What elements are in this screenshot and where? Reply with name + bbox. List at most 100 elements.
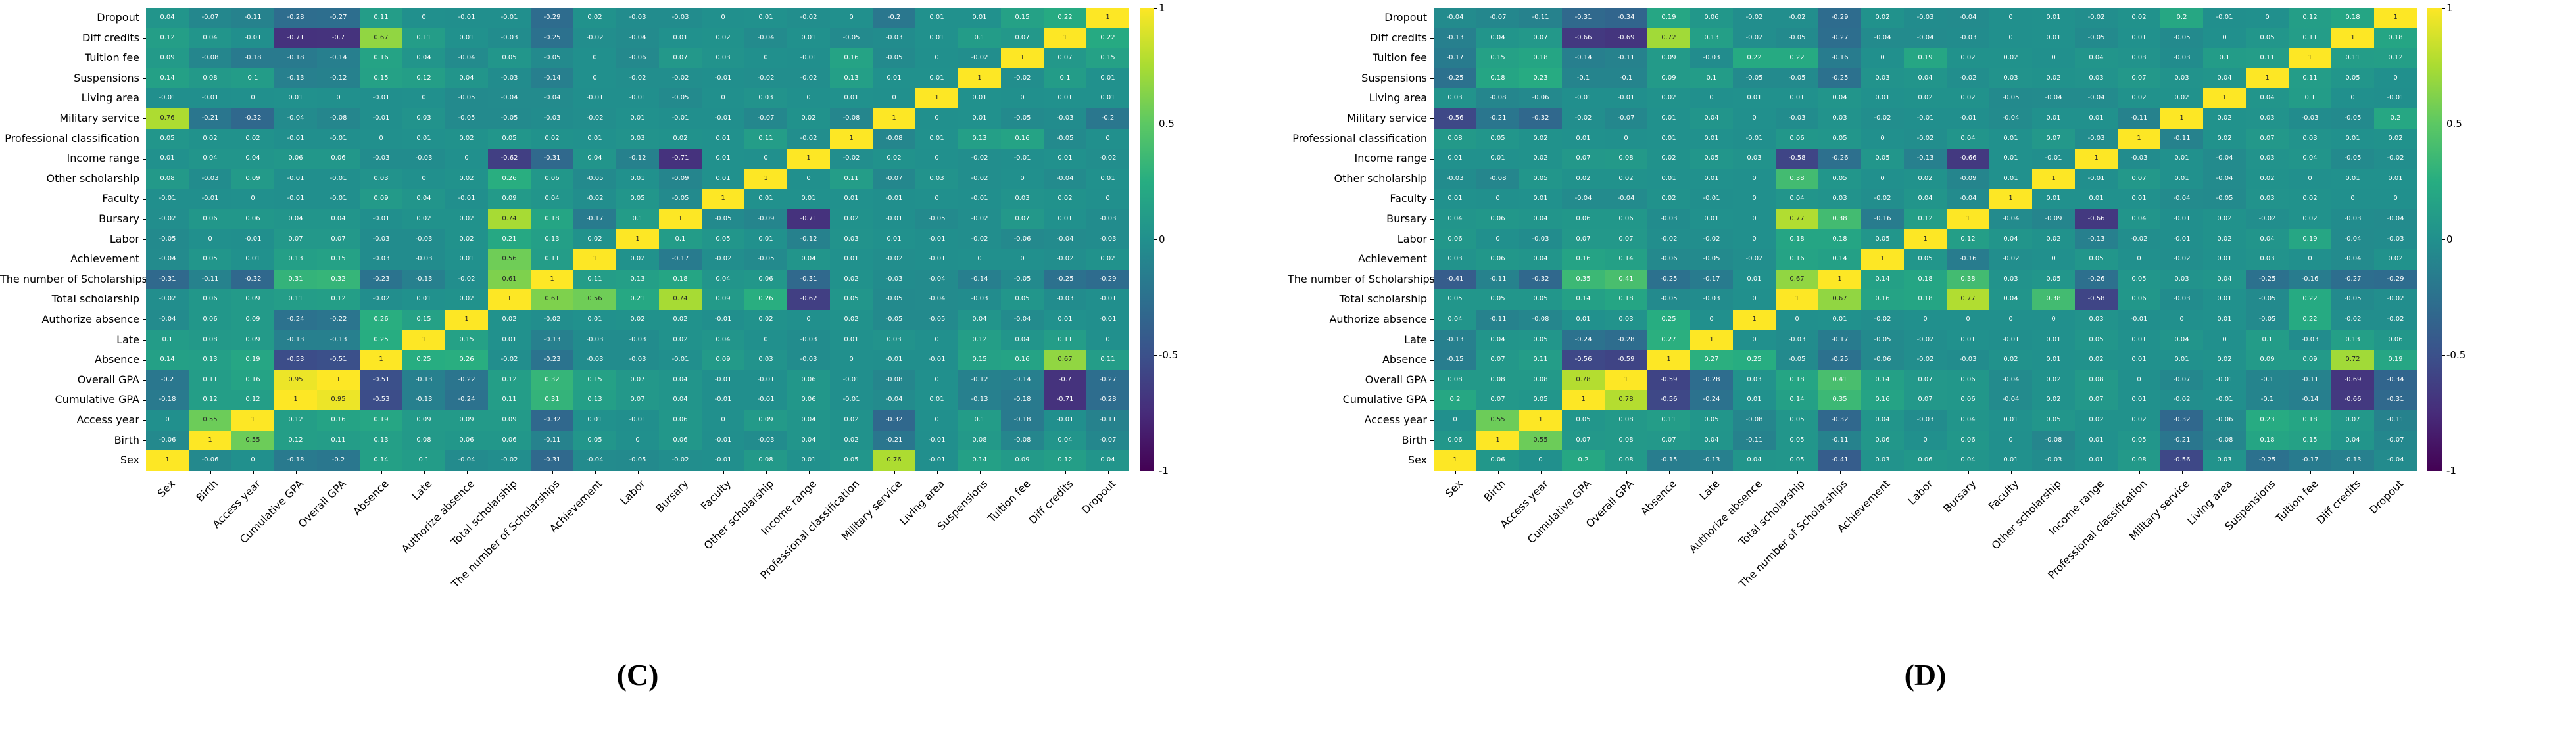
heatmap-cell: 0.19 [231, 350, 274, 370]
heatmap-cell: 0.06 [531, 168, 573, 189]
heatmap-d: Dropout Diff credits Tuition fee Suspension… [1288, 0, 2575, 756]
heatmap-cell: -0.05 [1001, 108, 1044, 129]
heatmap-cell: 0.03 [1434, 249, 1476, 270]
heatmap-cell: -0.02 [531, 310, 573, 330]
heatmap-cell: -0.02 [2075, 8, 2118, 28]
heatmap-cell: -0.21 [189, 108, 231, 129]
heatmap-cell: -0.05 [616, 450, 659, 471]
heatmap-cell: 0.07 [1001, 28, 1044, 49]
x-tick [808, 470, 810, 474]
heatmap-cell: 0.01 [573, 128, 616, 149]
heatmap-cell: 0.06 [659, 410, 702, 431]
heatmap-cell: 0 [1001, 249, 1044, 270]
heatmap-grid: -0.04 -0.07 -0.11 -0.31 -0.34 0.19 0.06 -0.02 -0… [1434, 8, 2417, 471]
heatmap-cell: 0.02 [2203, 128, 2246, 149]
heatmap-cell: -0.01 [915, 229, 958, 250]
heatmap-cell: -0.05 [1001, 269, 1044, 290]
heatmap-cell: 0.1 [958, 410, 1001, 431]
heatmap-cell: 0 [231, 450, 274, 471]
heatmap-cell: 0.78 [1562, 369, 1605, 390]
heatmap-cell: 0.02 [616, 249, 659, 270]
heatmap-cell: 0.08 [189, 68, 231, 89]
heatmap-cell: -0.07 [1605, 108, 1647, 129]
heatmap-cell: -0.03 [1776, 108, 1818, 129]
heatmap-cell: 0.02 [1989, 350, 2032, 370]
heatmap-cell: 0 [1086, 189, 1129, 209]
heatmap-cell: 0.74 [659, 289, 702, 310]
heatmap-cell: 1 [189, 430, 231, 451]
heatmap-cell: -0.03 [616, 350, 659, 370]
heatmap-cell: 0.22 [2289, 289, 2331, 310]
x-tick [381, 470, 382, 474]
heatmap-cell: -0.62 [787, 289, 830, 310]
heatmap-cell: 0.04 [1690, 430, 1733, 451]
heatmap-cell: 0.08 [1434, 369, 1476, 390]
heatmap-cell: 0.02 [2032, 68, 2075, 89]
heatmap-cell: 0.12 [146, 28, 189, 49]
heatmap-cell: 0.06 [787, 369, 830, 390]
y-axis-label: Total scholarship [51, 293, 139, 306]
heatmap-cell: -0.07 [189, 8, 231, 28]
heatmap-cell: -0.05 [873, 289, 915, 310]
heatmap-cell: 0.05 [1690, 149, 1733, 169]
heatmap-cell: 0.15 [958, 350, 1001, 370]
heatmap-cell: 0 [915, 189, 958, 209]
heatmap-cell: 0.04 [274, 209, 317, 229]
heatmap-cell: -0.13 [1690, 450, 1733, 471]
heatmap-cell: 0.05 [1776, 430, 1818, 451]
y-axis-label: Faculty [1390, 192, 1427, 205]
heatmap-cell: 0.31 [531, 390, 573, 410]
heatmap-cell: -0.05 [659, 88, 702, 108]
heatmap-cell: 0.04 [1434, 209, 1476, 229]
heatmap-cell: -0.02 [488, 350, 531, 370]
heatmap-cell: -0.56 [2160, 450, 2203, 471]
x-tick [552, 470, 553, 474]
heatmap-cell: -0.04 [2203, 168, 2246, 189]
heatmap-cell: 0.01 [744, 8, 787, 28]
heatmap-cell: 0.06 [1947, 390, 1989, 410]
heatmap-cell: 0.02 [1647, 189, 1690, 209]
x-tick [1107, 470, 1109, 474]
heatmap-cell: 0.06 [189, 310, 231, 330]
heatmap-cell: -0.03 [488, 68, 531, 89]
heatmap-cell: 1 [1647, 350, 1690, 370]
heatmap-cell: -0.28 [1690, 369, 1733, 390]
heatmap-cell: 0.02 [2203, 209, 2246, 229]
heatmap-cell: 0.2 [1434, 390, 1476, 410]
heatmap-cell: 0.05 [2032, 269, 2075, 290]
heatmap-cell: 0 [1690, 88, 1733, 108]
heatmap-cell: 1 [2160, 108, 2203, 129]
x-tick [1711, 470, 1713, 474]
heatmap-cell: 0.04 [2118, 209, 2160, 229]
heatmap-cell: 0.13 [531, 229, 573, 250]
heatmap-cell: 0.15 [2289, 430, 2331, 451]
heatmap-cell: -0.02 [1904, 329, 1947, 350]
heatmap-cell: 0.01 [873, 68, 915, 89]
heatmap-cell: -0.27 [1818, 28, 1861, 49]
heatmap-cell: 0.05 [1776, 410, 1818, 431]
heatmap-cell: -0.15 [1647, 450, 1690, 471]
heatmap-cell: 0 [1861, 168, 1904, 189]
heatmap-cell: 0.05 [830, 289, 873, 310]
heatmap-cell: 0.01 [573, 310, 616, 330]
heatmap-cell: 0.11 [1647, 410, 1690, 431]
heatmap-cell: -0.04 [1562, 189, 1605, 209]
heatmap-cell: 1 [1044, 28, 1086, 49]
x-axis-label: Faculty [1985, 477, 2022, 513]
heatmap-cell: -0.02 [1733, 8, 1776, 28]
heatmap-cell: 0.16 [1861, 390, 1904, 410]
y-axis-label: Tuition fee [1373, 51, 1427, 64]
heatmap-cell: 0.01 [787, 450, 830, 471]
heatmap-cell: 0.01 [1861, 88, 1904, 108]
heatmap-cell: -0.02 [2160, 390, 2203, 410]
y-axis-label: Late [116, 333, 139, 346]
heatmap-cell: 0.03 [402, 108, 445, 129]
heatmap-cell: 0.08 [189, 329, 231, 350]
heatmap-cell: 0.06 [744, 269, 787, 290]
heatmap-cell: 0.09 [231, 310, 274, 330]
heatmap-cell: 0.56 [573, 289, 616, 310]
heatmap-cell: -0.03 [1904, 8, 1947, 28]
heatmap-cell: -0.32 [231, 269, 274, 290]
heatmap-cell: 0.03 [2203, 450, 2246, 471]
x-tick [2352, 470, 2354, 474]
